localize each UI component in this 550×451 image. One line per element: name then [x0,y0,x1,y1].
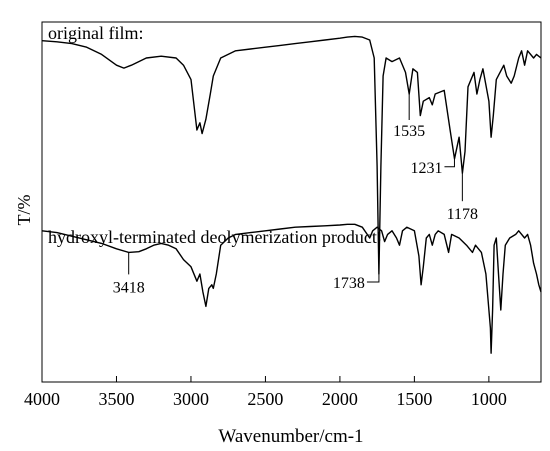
y-axis-title: T/% [14,195,34,226]
x-tick-label: 3000 [173,389,209,409]
plot-frame [41,21,542,383]
annotation-leader [366,274,380,283]
x-tick-label: 1500 [396,389,432,409]
x-tick-label: 2000 [322,389,358,409]
x-tick-label: 4000 [24,389,60,409]
series-label-hydroxyl-product: hydroxyl-terminated deolymerization prod… [48,227,382,247]
spectra-series [41,35,542,354]
annotation-label: 1178 [447,206,478,223]
x-tick-label: 2500 [247,389,283,409]
series-line-1 [41,223,542,354]
x-tick-label: 1000 [471,389,507,409]
annotation-label: 1535 [393,123,425,140]
peak-annotations: 1535 1738 1231 1178 3418 [113,94,478,296]
x-tick-label: 3500 [98,389,134,409]
series-line-0 [41,35,542,275]
series-label-original-film: original film: [48,23,143,43]
annotation-leader [444,158,455,168]
annotation-label: 1738 [333,275,365,292]
annotation-label: 1231 [410,160,442,177]
x-axis-ticks: 4000 3500 3000 2500 2000 1500 1000 [24,376,507,409]
annotation-label: 3418 [113,279,145,296]
x-axis-title: Wavenumber/cm-1 [218,426,363,447]
